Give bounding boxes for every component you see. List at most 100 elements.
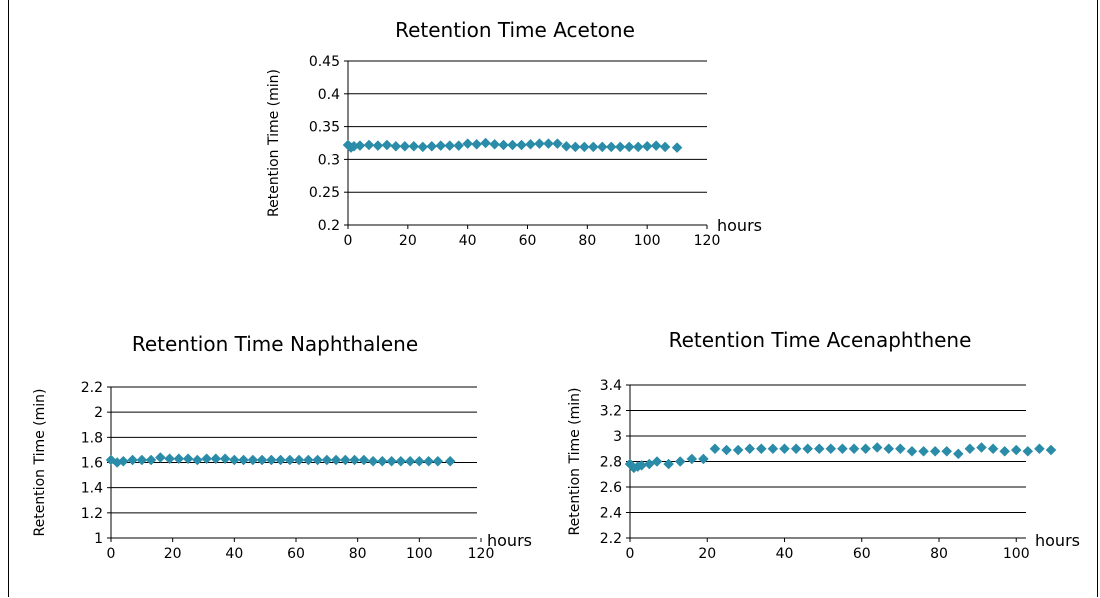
x-tick-label-naphthalene: 40 [225, 546, 243, 562]
data-point-naphthalene [358, 454, 370, 466]
y-axis-label-acetone: Retention Time (min) [266, 69, 282, 217]
x-tick-label-acetone: 60 [519, 233, 537, 249]
data-point-acenaphthene [1045, 444, 1057, 456]
x-tick-label-naphthalene: 120 [468, 546, 495, 562]
y-tick-label-acetone: 0.2 [318, 218, 340, 234]
data-point-naphthalene [312, 454, 323, 466]
data-point-acenaphthene [802, 443, 814, 455]
x-tick-label-acetone: 40 [459, 233, 477, 249]
x-tick-label-acetone: 20 [399, 233, 417, 249]
data-point-naphthalene [228, 454, 240, 466]
x-tick-label-acenaphthene: 80 [930, 546, 948, 562]
data-point-acetone [426, 140, 438, 152]
data-point-acenaphthene [895, 443, 906, 455]
data-point-acenaphthene [651, 456, 663, 467]
x-tick-label-acenaphthene: 0 [626, 546, 635, 562]
data-point-acetone [632, 141, 644, 153]
data-point-acetone [462, 138, 474, 150]
data-point-naphthalene [256, 454, 268, 466]
y-tick-label-acetone: 0.45 [309, 54, 340, 70]
data-point-naphthalene [432, 455, 444, 467]
data-point-naphthalene [302, 454, 314, 466]
data-point-acenaphthene [871, 442, 883, 453]
y-tick-label-acetone: 0.25 [309, 185, 340, 201]
data-point-acetone [453, 140, 465, 151]
data-point-naphthalene [321, 454, 333, 466]
data-point-naphthalene [265, 454, 277, 466]
data-point-naphthalene [247, 454, 259, 466]
data-point-acenaphthene [929, 445, 941, 457]
data-point-acetone [578, 141, 590, 153]
data-point-acetone [659, 141, 671, 153]
y-tick-label-acetone: 0.4 [318, 87, 340, 103]
y-tick-label-acenaphthene: 2.2 [600, 531, 622, 547]
x-axis-label-naphthalene: hours [487, 531, 532, 550]
x-tick-label-naphthalene: 100 [406, 546, 433, 562]
data-point-naphthalene [173, 453, 185, 465]
data-point-acetone [525, 138, 536, 150]
chart-title-acetone: Retention Time Acetone [395, 18, 635, 42]
data-point-acenaphthene [721, 444, 732, 456]
data-point-acenaphthene [964, 443, 976, 455]
data-point-naphthalene [339, 454, 351, 466]
data-point-acetone [516, 139, 527, 151]
figure-frame [8, 0, 1098, 597]
data-point-naphthalene [293, 454, 305, 466]
data-point-acenaphthene [860, 443, 871, 455]
data-point-naphthalene [201, 453, 212, 465]
data-point-acenaphthene [825, 443, 837, 455]
data-point-acetone [408, 140, 420, 152]
data-point-acetone [605, 141, 617, 153]
x-tick-label-naphthalene: 80 [349, 546, 367, 562]
data-point-acetone [543, 138, 554, 150]
x-tick-label-acenaphthene: 100 [1003, 546, 1030, 562]
x-tick-label-acenaphthene: 20 [698, 546, 716, 562]
x-tick-label-naphthalene: 20 [164, 546, 182, 562]
data-point-acetone [671, 142, 683, 153]
data-point-acenaphthene [918, 445, 929, 457]
y-tick-label-naphthalene: 1.8 [81, 430, 103, 446]
x-tick-label-acenaphthene: 40 [776, 546, 794, 562]
y-tick-label-acenaphthene: 3 [613, 429, 622, 445]
y-tick-label-acenaphthene: 2.6 [600, 480, 622, 496]
y-tick-label-naphthalene: 1.2 [81, 506, 103, 522]
data-point-naphthalene [376, 455, 388, 467]
x-tick-label-naphthalene: 60 [287, 546, 305, 562]
y-tick-label-naphthalene: 2 [94, 405, 103, 421]
data-point-acetone [471, 138, 482, 150]
y-axis-label-naphthalene: Retention Time (min) [32, 389, 48, 537]
data-point-naphthalene [117, 455, 129, 467]
data-point-acetone [489, 138, 500, 150]
data-point-acenaphthene [755, 443, 767, 455]
chart-title-naphthalene: Retention Time Naphthalene [131, 332, 419, 356]
data-point-acetone [381, 139, 393, 151]
data-point-acetone [596, 141, 608, 153]
data-point-naphthalene [219, 453, 231, 465]
chart-title-acenaphthene: Retention Time Acenaphthene [668, 328, 972, 352]
x-tick-label-acetone: 100 [634, 233, 661, 249]
data-point-naphthalene [136, 454, 148, 466]
y-tick-label-acenaphthene: 3.4 [600, 378, 622, 394]
y-tick-label-naphthalene: 2.2 [81, 380, 103, 396]
data-point-naphthalene [275, 454, 286, 466]
y-tick-label-acenaphthene: 2.8 [600, 455, 622, 471]
y-tick-label-naphthalene: 1.6 [81, 456, 103, 472]
data-point-acetone [417, 141, 429, 153]
data-point-naphthalene [395, 455, 407, 467]
data-point-acenaphthene [883, 443, 895, 455]
data-point-acetone [435, 140, 447, 151]
data-point-acetone [399, 140, 411, 152]
data-point-naphthalene [413, 455, 425, 467]
data-point-naphthalene [145, 454, 157, 466]
data-point-naphthalene [284, 454, 296, 466]
data-point-acenaphthene [709, 443, 721, 455]
data-point-acenaphthene [848, 443, 860, 455]
data-point-acenaphthene [663, 458, 674, 470]
data-point-naphthalene [386, 455, 397, 467]
data-point-acenaphthene [987, 443, 999, 455]
x-tick-label-acetone: 0 [344, 233, 353, 249]
data-point-acenaphthene [744, 443, 756, 455]
data-point-acenaphthene [837, 443, 848, 455]
data-point-acenaphthene [1034, 443, 1045, 455]
data-point-acetone [372, 140, 384, 151]
